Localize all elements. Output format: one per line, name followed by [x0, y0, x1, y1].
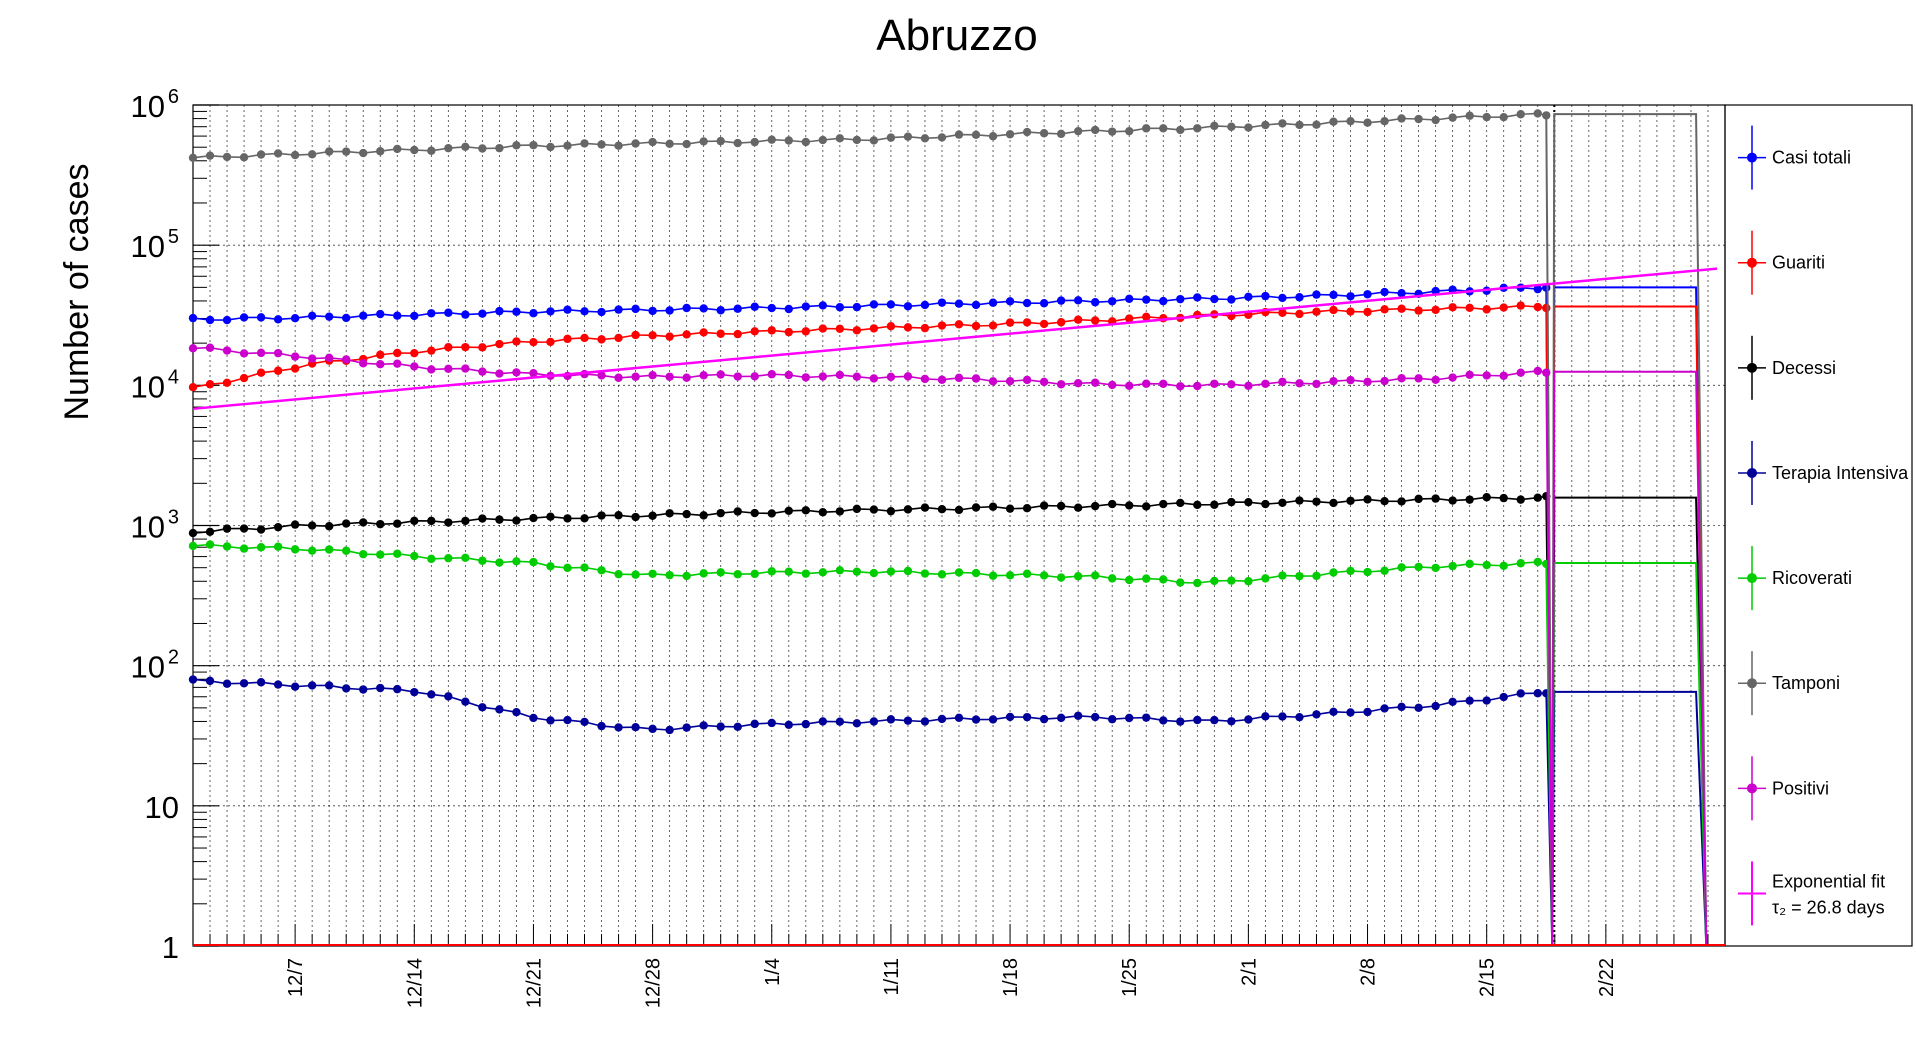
series-line: [192, 678, 1547, 731]
x-tick-label: 1/25: [1119, 958, 1141, 997]
y-tick-exponent: 6: [168, 86, 179, 108]
legend-item-fit: Exponential fit τ₂ = 26.8 days: [1738, 861, 1885, 926]
legend-marker: [1747, 467, 1757, 478]
series-positivi: [188, 343, 1708, 947]
legend-marker: [1747, 783, 1757, 794]
x-tick-label: 1/4: [762, 958, 784, 986]
series-tail: [1545, 305, 1708, 947]
series-casi-totali: [188, 283, 1708, 947]
fit-layer: [192, 267, 1718, 411]
x-tick-label: 2/22: [1596, 958, 1618, 997]
series-line: [192, 495, 1547, 534]
series-tail: [1545, 562, 1708, 947]
series-line: [192, 304, 1547, 388]
series-line: [192, 112, 1547, 159]
legend-box: [1724, 104, 1913, 947]
legend: Casi totali Guariti Decessi Terapia Intensi…: [1738, 125, 1909, 926]
y-axis-label: Number of cases: [58, 164, 96, 421]
legend-label: Casi totali: [1772, 148, 1851, 168]
exponential-fit-line: [192, 267, 1718, 411]
series-guariti: [188, 301, 1708, 947]
series-layer: [188, 105, 1725, 947]
y-tick-exponent: 2: [168, 647, 179, 669]
legend-item: Terapia Intensiva: [1738, 440, 1909, 505]
legend-marker: [1747, 257, 1757, 268]
legend-label: Ricoverati: [1772, 568, 1852, 588]
series-tail: [1545, 113, 1708, 947]
data-point: [188, 153, 198, 163]
y-tick-label: 1: [162, 930, 179, 965]
x-tick-label: 1/11: [881, 958, 903, 995]
legend-label: Exponential fit: [1772, 871, 1885, 891]
y-tick-exponent: 3: [168, 507, 179, 529]
y-tick-exponent: 5: [168, 226, 179, 248]
series-tamponi: [188, 109, 1708, 947]
chart-title: Abruzzo: [876, 11, 1037, 60]
legend-item: Ricoverati: [1738, 546, 1852, 611]
x-tick-label: 12/21: [523, 958, 545, 1008]
legend-item: Tamponi: [1738, 651, 1840, 716]
legend-label: Terapia Intensiva: [1772, 463, 1909, 483]
x-tick-label: 1/18: [1000, 958, 1022, 997]
legend-item: Guariti: [1738, 230, 1825, 295]
legend-marker: [1747, 362, 1757, 373]
legend-item: Decessi: [1738, 335, 1836, 400]
y-tick-label: 10: [131, 369, 165, 404]
x-tick-label: 12/7: [285, 958, 307, 997]
legend-label: Positivi: [1772, 778, 1829, 798]
data-point: [188, 344, 198, 353]
series-tail: [1545, 370, 1708, 947]
x-tick-label: 12/28: [643, 958, 665, 1008]
x-tick-label: 2/15: [1477, 958, 1499, 997]
legend-marker: [1747, 573, 1757, 584]
series-ricoverati: [188, 540, 1708, 947]
y-tick-label: 10: [145, 790, 179, 825]
y-tick-label: 10: [131, 229, 165, 264]
x-tick-label: 2/8: [1358, 958, 1380, 986]
legend-item: Casi totali: [1738, 125, 1851, 190]
x-tick-label: 2/1: [1238, 958, 1260, 986]
legend-marker: [1747, 152, 1757, 163]
series-tail: [1545, 690, 1708, 947]
y-tick-label: 10: [131, 650, 165, 685]
y-tick-label: 10: [131, 510, 165, 545]
x-axis-ticks: 12/7 12/14 12/21 12/28 1/4 1/11 1/18 1/25 2/1 2/8…: [285, 958, 1618, 1008]
y-tick-label: 10: [131, 89, 165, 124]
series-line: [192, 286, 1547, 321]
series-line: [192, 346, 1547, 388]
legend-item: Positivi: [1738, 756, 1829, 821]
y-tick-exponent: 4: [168, 366, 179, 388]
legend-label-fit-parameter: τ₂ = 26.8 days: [1772, 897, 1885, 917]
series-tail: [1545, 496, 1708, 947]
grid-layer: [193, 104, 1725, 947]
series-tail: [1545, 286, 1708, 947]
series-terapia-intensiva: [188, 675, 1708, 947]
data-point: [188, 541, 198, 551]
legend-label: Tamponi: [1772, 673, 1840, 693]
legend-marker: [1747, 678, 1757, 689]
series-line: [192, 543, 1547, 584]
legend-label: Guariti: [1772, 253, 1825, 273]
x-tick-label: 12/14: [404, 958, 426, 1008]
legend-label: Decessi: [1772, 358, 1836, 378]
